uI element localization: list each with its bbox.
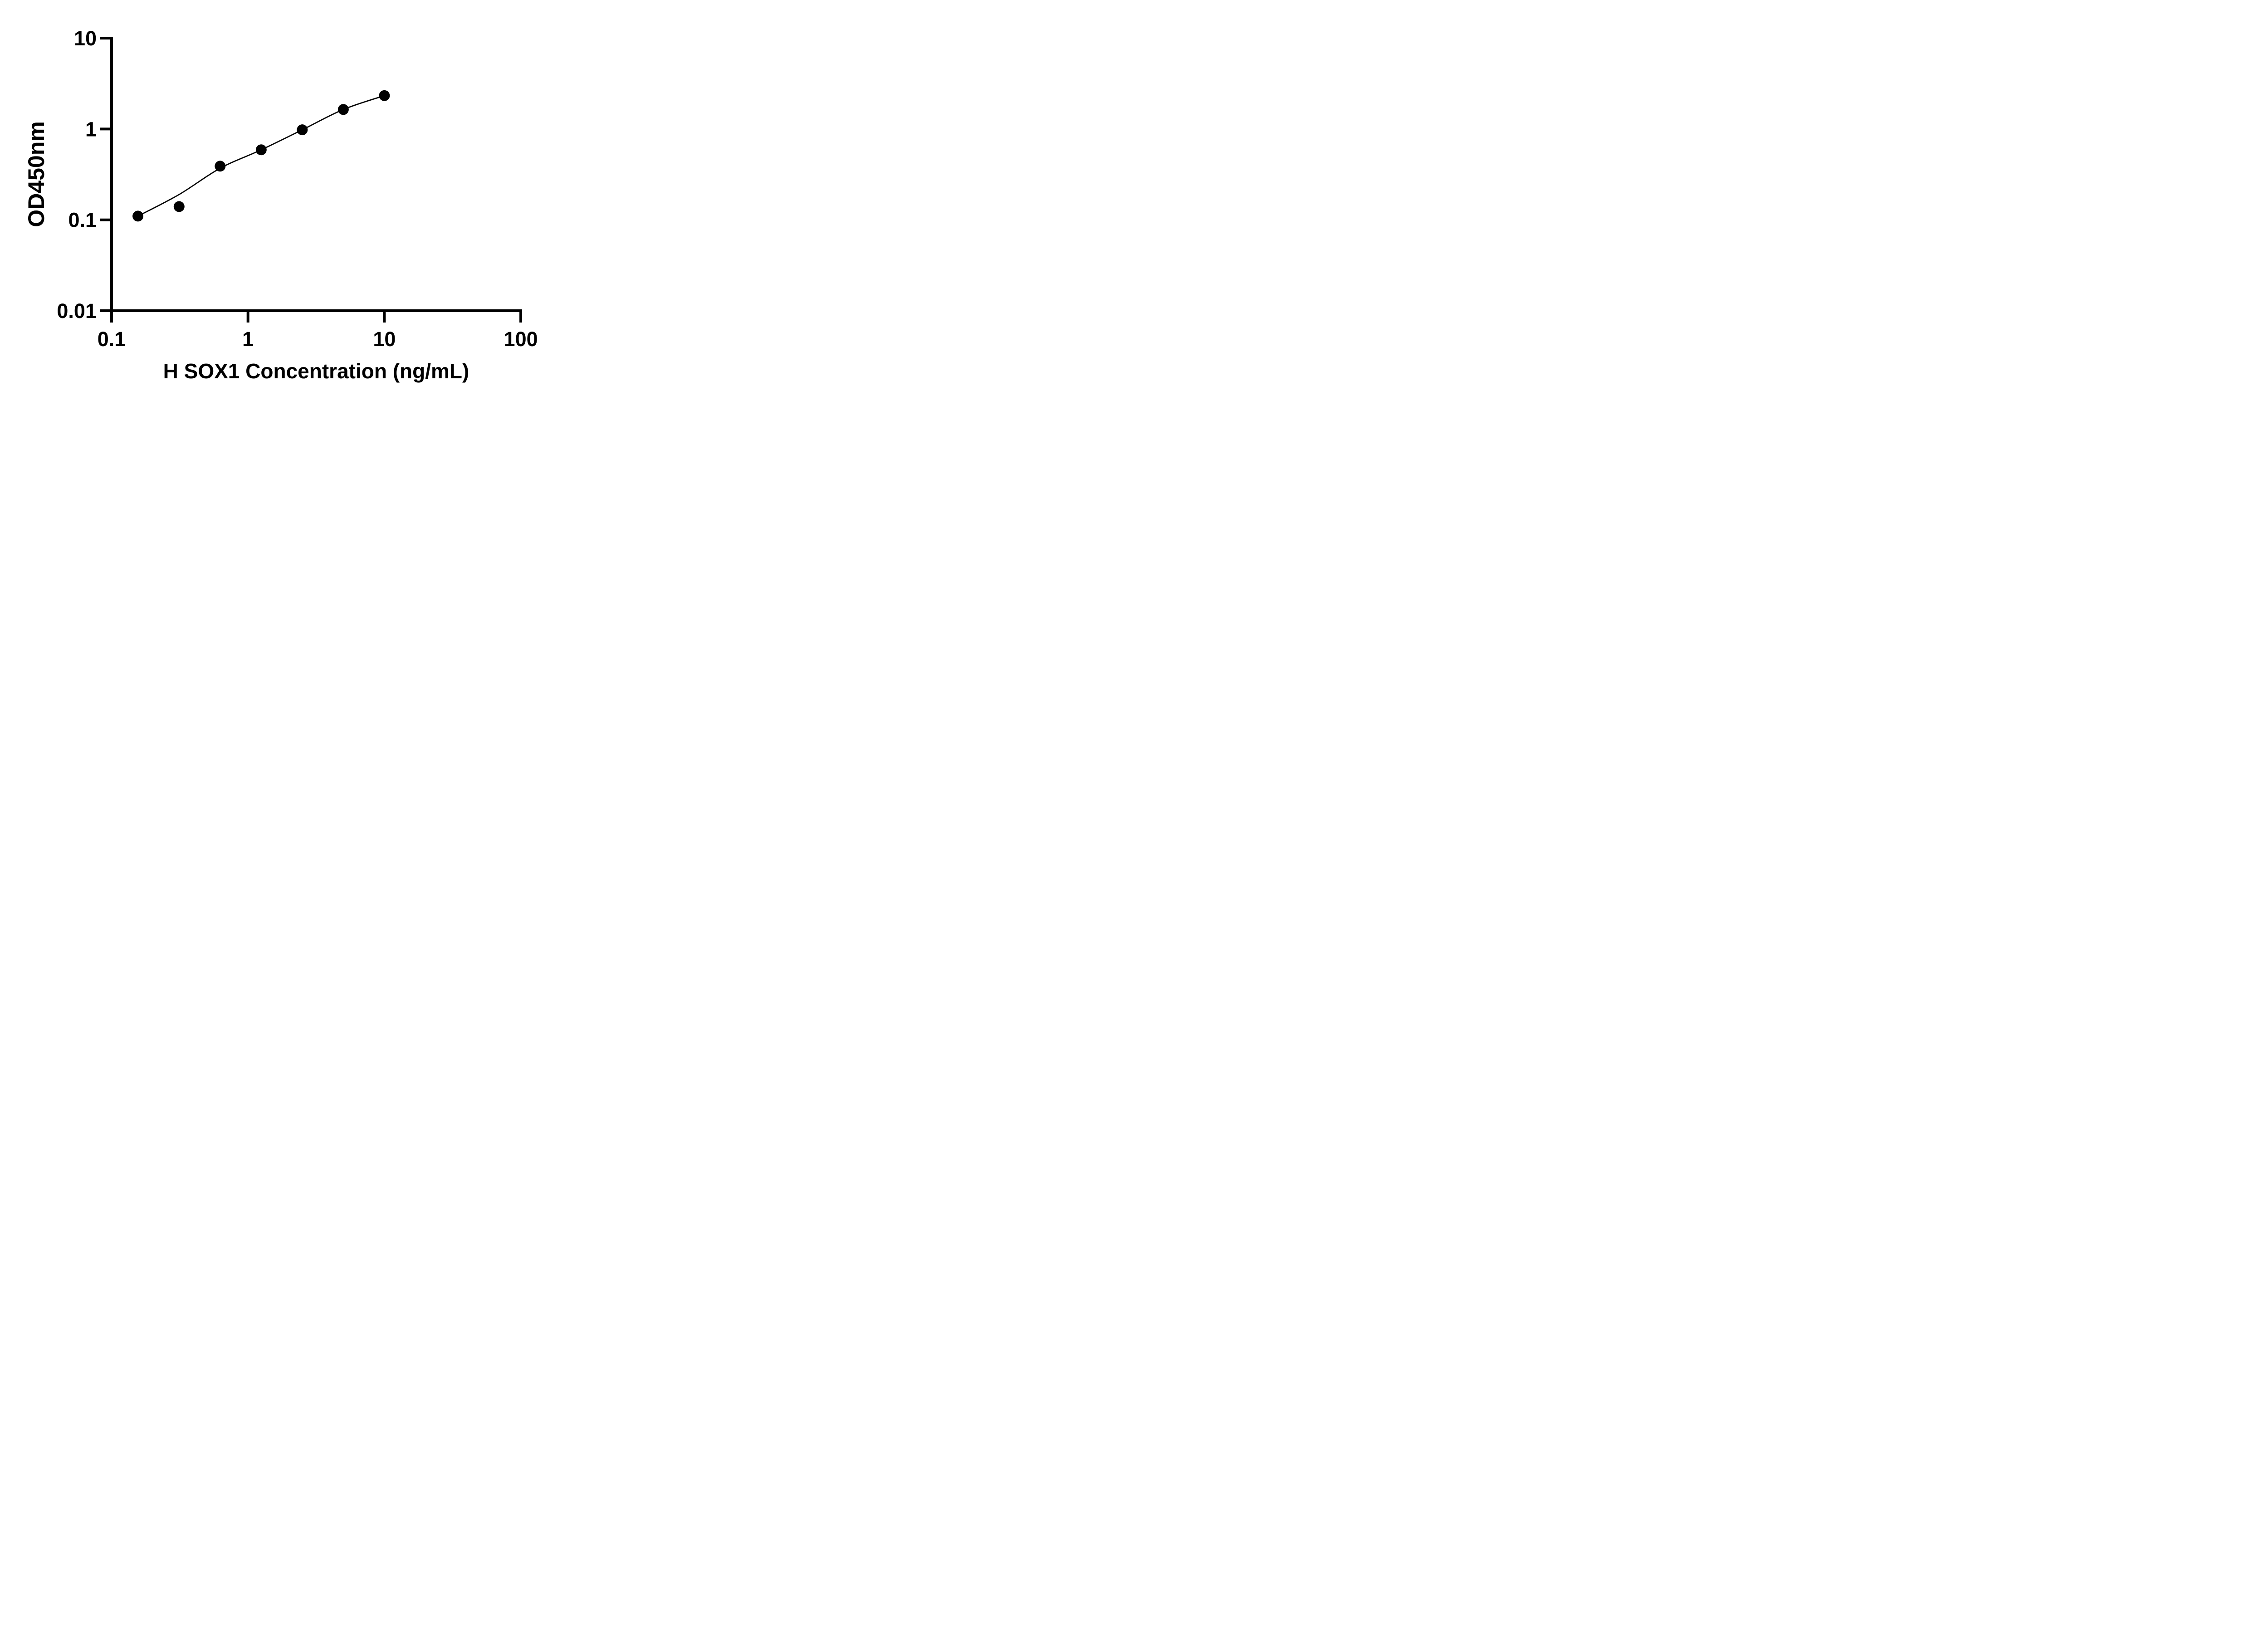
x-axis-title: H SOX1 Concentration (ng/mL) bbox=[163, 359, 469, 383]
axes-layer bbox=[110, 37, 523, 312]
x-tick-label: 0.1 bbox=[98, 328, 126, 351]
plot-layer bbox=[132, 90, 390, 222]
ticks-layer bbox=[100, 37, 523, 323]
data-point bbox=[132, 210, 144, 222]
x-tick-label: 10 bbox=[373, 328, 396, 351]
elisa-standard-curve-figure: 0.1 1 10 100 0.01 0.1 1 10 H SOX1 Concentration… bbox=[0, 0, 582, 408]
fit-curve-line bbox=[137, 95, 385, 217]
y-tick-label: 0.1 bbox=[68, 209, 97, 232]
y-axis-title: OD450nm bbox=[24, 121, 49, 227]
data-point bbox=[337, 104, 349, 115]
x-tick-label: 1 bbox=[242, 328, 254, 351]
data-point bbox=[297, 124, 308, 136]
y-tick-label: 1 bbox=[85, 117, 97, 141]
data-point bbox=[379, 90, 390, 101]
data-point bbox=[255, 144, 267, 156]
page: 0.1 1 10 100 0.01 0.1 1 10 H SOX1 Concentration… bbox=[0, 0, 582, 408]
x-tick-label: 100 bbox=[504, 328, 538, 351]
data-point bbox=[173, 201, 185, 212]
y-tick-label: 0.01 bbox=[57, 299, 97, 323]
data-point bbox=[215, 161, 226, 172]
y-tick-label: 10 bbox=[74, 27, 97, 50]
